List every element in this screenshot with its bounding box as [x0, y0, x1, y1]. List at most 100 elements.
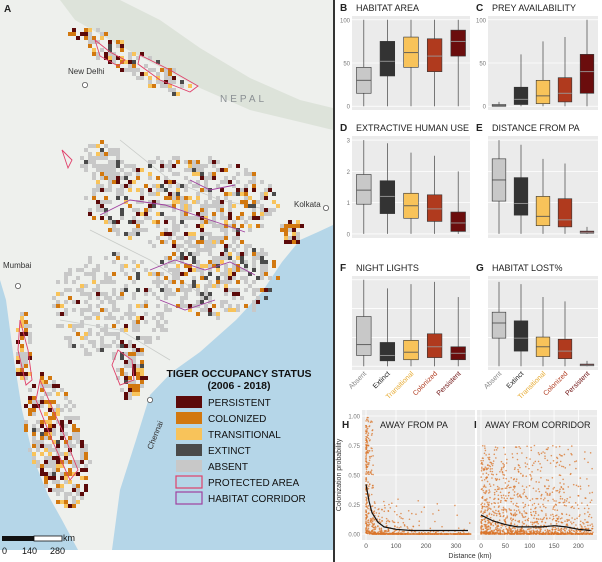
- grid-cell: [124, 232, 128, 236]
- scatter-point: [503, 464, 505, 466]
- grid-cell: [132, 260, 136, 264]
- grid-cell: [80, 336, 84, 340]
- scatter-point: [420, 511, 423, 513]
- panel-letter: G: [476, 263, 484, 274]
- grid-cell: [252, 260, 256, 264]
- grid-cell: [224, 252, 228, 256]
- scatter-point: [502, 462, 504, 465]
- scatter-point: [509, 533, 512, 535]
- scatter-point: [554, 503, 557, 506]
- scatter-point: [542, 499, 545, 501]
- grid-cell: [176, 192, 180, 196]
- grid-cell: [92, 312, 96, 316]
- scatter-point: [384, 532, 387, 535]
- grid-cell: [136, 168, 140, 172]
- grid-cell: [192, 168, 196, 172]
- grid-cell: [28, 408, 32, 412]
- grid-cell: [228, 204, 232, 208]
- scatter-point: [384, 507, 386, 509]
- grid-cell: [224, 192, 228, 196]
- grid-cell: [232, 224, 236, 228]
- scatter-point: [418, 520, 421, 523]
- scatter-point: [559, 497, 562, 500]
- grid-cell: [104, 156, 108, 160]
- grid-cell: [100, 36, 104, 40]
- grid-cell: [148, 176, 152, 180]
- scatter-point: [385, 520, 388, 523]
- grid-cell: [212, 200, 216, 204]
- scatter-point: [521, 513, 523, 515]
- scatter-point: [391, 531, 394, 534]
- scatter-point: [579, 488, 582, 490]
- scatter-point: [579, 531, 581, 533]
- scatter-point: [373, 512, 375, 515]
- grid-cell: [268, 212, 272, 216]
- scatter-point: [481, 506, 484, 509]
- scatter-point: [365, 500, 368, 502]
- grid-cell: [128, 60, 132, 64]
- grid-cell: [68, 288, 72, 292]
- grid-cell: [204, 212, 208, 216]
- grid-cell: [164, 84, 168, 88]
- grid-cell: [80, 444, 84, 448]
- grid-cell: [128, 184, 132, 188]
- grid-cell: [180, 256, 184, 260]
- grid-cell: [184, 224, 188, 228]
- scatter-point: [587, 521, 589, 524]
- grid-cell: [204, 248, 208, 252]
- grid-cell: [172, 204, 176, 208]
- grid-cell: [104, 168, 108, 172]
- scatter-point: [489, 531, 492, 533]
- scatter-point: [552, 526, 555, 528]
- scatter-point: [429, 533, 432, 535]
- grid-cell: [236, 192, 240, 196]
- grid-cell: [208, 312, 212, 316]
- scatter-point: [499, 515, 502, 517]
- legend-label-habitat-corridor: HABITAT CORRIDOR: [208, 494, 306, 505]
- grid-cell: [84, 484, 88, 488]
- grid-cell: [128, 188, 132, 192]
- grid-cell: [196, 240, 200, 244]
- grid-cell: [212, 244, 216, 248]
- scatter-point: [482, 531, 485, 533]
- grid-cell: [132, 228, 136, 232]
- grid-cell: [60, 324, 64, 328]
- scatter-point: [373, 510, 376, 513]
- grid-cell: [136, 324, 140, 328]
- grid-cell: [40, 388, 44, 392]
- scatter-point: [537, 460, 540, 463]
- grid-cell: [60, 432, 64, 436]
- grid-cell: [144, 212, 148, 216]
- scatter-point: [372, 517, 374, 519]
- box-extinct: [379, 41, 396, 77]
- grid-cell: [244, 260, 248, 264]
- grid-cell: [68, 296, 72, 300]
- grid-cell: [192, 164, 196, 168]
- grid-cell: [48, 404, 52, 408]
- grid-cell: [68, 468, 72, 472]
- grid-cell: [72, 328, 76, 332]
- grid-cell: [200, 292, 204, 296]
- grid-cell: [124, 184, 128, 188]
- scatter-point: [411, 528, 413, 531]
- scatter-point: [480, 503, 483, 506]
- grid-cell: [60, 436, 64, 440]
- scatter-point: [506, 532, 508, 535]
- scatter-point: [506, 458, 508, 461]
- scatter-point: [486, 519, 489, 522]
- grid-cell: [136, 392, 140, 396]
- grid-cell: [224, 268, 228, 272]
- scatter-point: [562, 465, 565, 468]
- grid-cell: [140, 228, 144, 232]
- grid-cell: [132, 280, 136, 284]
- grid-cell: [128, 68, 132, 72]
- scatter-point: [374, 502, 376, 505]
- grid-cell: [200, 300, 204, 304]
- grid-cell: [88, 256, 92, 260]
- grid-cell: [116, 56, 120, 60]
- scatter-point: [543, 516, 546, 519]
- grid-cell: [176, 196, 180, 200]
- scatter-point: [587, 524, 589, 527]
- scatter-point: [487, 492, 490, 494]
- scatter-point: [496, 512, 498, 515]
